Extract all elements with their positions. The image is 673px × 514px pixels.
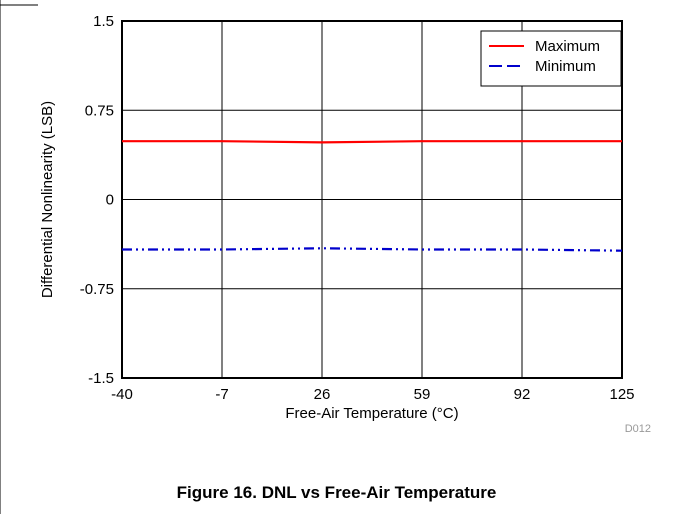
legend: Maximum Minimum <box>480 30 622 87</box>
legend-label-minimum: Minimum <box>535 58 596 75</box>
x-tick-label: -40 <box>111 386 133 403</box>
y-tick-label: 0 <box>106 192 114 209</box>
x-tick-labels: -40 -7 26 59 92 125 <box>111 386 634 403</box>
legend-box <box>480 30 622 87</box>
legend-label-maximum: Maximum <box>535 38 600 55</box>
y-tick-label: 1.5 <box>93 13 114 30</box>
y-axis-label: Differential Nonlinearity (LSB) <box>39 101 56 298</box>
series-line-minimum <box>122 247 623 252</box>
x-axis-label: Free-Air Temperature (°C) <box>285 405 458 422</box>
figure-id: D012 <box>625 423 651 435</box>
y-tick-label: 0.75 <box>85 102 114 119</box>
series-line-maximum <box>122 140 622 144</box>
figure-caption: Figure 16. DNL vs Free-Air Temperature <box>176 483 497 502</box>
x-tick-label: 59 <box>414 386 431 403</box>
x-tick-label: 125 <box>609 386 634 403</box>
x-tick-label: 26 <box>314 386 331 403</box>
y-tick-labels: 1.5 0.75 0 -0.75 -1.5 <box>80 13 114 387</box>
y-tick-label: -0.75 <box>80 281 114 298</box>
plot-frame <box>121 20 623 379</box>
x-tick-label: -7 <box>215 386 228 403</box>
series-layer <box>122 140 623 252</box>
y-tick-label: -1.5 <box>88 370 114 387</box>
x-tick-label: 92 <box>514 386 531 403</box>
